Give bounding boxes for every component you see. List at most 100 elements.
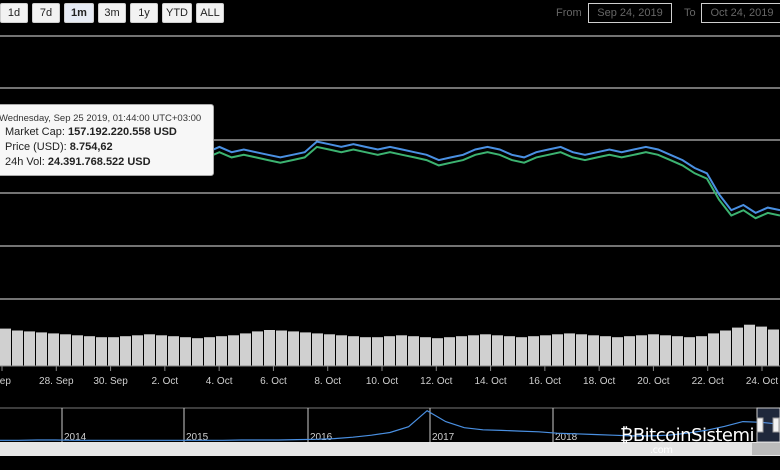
volume-bar-9 xyxy=(108,337,119,366)
volume-bar-11 xyxy=(132,335,143,366)
x-tick-label-14: 24. Oct xyxy=(746,376,778,387)
volume-bar-35 xyxy=(420,337,431,366)
volume-bar-7 xyxy=(84,336,95,366)
volume-bar-34 xyxy=(408,336,419,366)
x-tick-label-3: 2. Oct xyxy=(152,376,179,387)
volume-bar-5 xyxy=(60,334,71,366)
navigator-scroll-thumb xyxy=(752,443,780,455)
volume-bar-23 xyxy=(276,330,287,366)
volume-bar-26 xyxy=(312,333,323,366)
tooltip-volume-value: 24.391.768.522 USD xyxy=(47,156,151,168)
bitcoin-logo-icon: ₿ xyxy=(620,425,633,446)
x-tick-label-5: 6. Oct xyxy=(260,376,287,387)
x-tick-label-1: 28. Sep xyxy=(39,376,74,387)
tooltip-market-cap: Market Cap: 157.192.220.558 USD xyxy=(5,126,177,138)
logo-brand-text: BitcoinSistemi xyxy=(632,425,755,446)
volume-bar-28 xyxy=(336,335,347,366)
tooltip-price-value: 8.754,62 xyxy=(69,141,113,153)
x-tick-label-10: 16. Oct xyxy=(529,376,561,387)
volume-bar-0 xyxy=(0,328,11,366)
volume-bar-10 xyxy=(120,336,131,366)
volume-bar-40 xyxy=(480,334,491,366)
volume-bar-46 xyxy=(552,334,563,366)
volume-bar-60 xyxy=(720,330,731,366)
volume-bar-37 xyxy=(444,337,455,366)
volume-bar-31 xyxy=(372,337,383,366)
volume-bar-52 xyxy=(624,336,635,366)
navigator-handle-left xyxy=(756,417,764,433)
volume-bar-61 xyxy=(732,327,743,366)
from-label: From xyxy=(556,7,582,19)
volume-bar-58 xyxy=(696,336,707,366)
range-3m-button[interactable]: 3m xyxy=(98,3,126,23)
volume-bar-55 xyxy=(660,335,671,366)
volume-bar-29 xyxy=(348,336,359,366)
tooltip-volume-label: 24h Vol: xyxy=(5,156,45,168)
from-date-input[interactable]: Sep 24, 2019 xyxy=(588,3,672,23)
volume-bar-43 xyxy=(516,337,527,366)
volume-bar-62 xyxy=(744,324,755,366)
tooltip-date: Wednesday, Sep 25 2019, 01:44:00 UTC+03:… xyxy=(0,113,202,124)
volume-bar-64 xyxy=(768,329,779,366)
volume-bar-3 xyxy=(36,332,47,366)
volume-bar-4 xyxy=(48,333,59,366)
volume-bar-53 xyxy=(636,335,647,366)
volume-bar-39 xyxy=(468,335,479,366)
volume-bar-17 xyxy=(204,337,215,366)
x-tick-label-8: 12. Oct xyxy=(420,376,452,387)
volume-bar-41 xyxy=(492,335,503,366)
range-selector: 1d 7d 1m 3m 1y YTD ALL From Sep 24, 2019… xyxy=(0,0,780,30)
volume-bar-30 xyxy=(360,337,371,366)
volume-bar-49 xyxy=(588,335,599,366)
x-tick-label-12: 20. Oct xyxy=(637,376,669,387)
volume-bar-22 xyxy=(264,330,275,366)
volume-bar-38 xyxy=(456,336,467,366)
volume-bar-42 xyxy=(504,336,515,366)
volume-bar-50 xyxy=(600,336,611,366)
volume-bar-21 xyxy=(252,331,263,366)
volume-bar-20 xyxy=(240,333,251,366)
volume-bar-47 xyxy=(564,333,575,366)
volume-bar-25 xyxy=(300,332,311,366)
navigator-tick-label-2: 2016 xyxy=(310,432,333,443)
x-tick-label-6: 8. Oct xyxy=(314,376,341,387)
to-date-input[interactable]: Oct 24, 2019 xyxy=(701,3,780,23)
volume-bar-57 xyxy=(684,337,695,366)
tooltip-market-cap-label: Market Cap: xyxy=(5,126,65,138)
range-1y-button[interactable]: 1y xyxy=(130,3,158,23)
range-1m-button[interactable]: 1m xyxy=(64,3,94,23)
tooltip-price: Price (USD): 8.754,62 xyxy=(5,141,113,153)
range-7d-button[interactable]: 7d xyxy=(32,3,60,23)
navigator-tick-label-1: 2015 xyxy=(186,432,209,443)
volume-bar-18 xyxy=(216,336,227,366)
volume-bar-16 xyxy=(192,338,203,366)
to-label: To xyxy=(684,7,696,19)
logo-domain-text: .com xyxy=(650,445,673,456)
range-1d-button[interactable]: 1d xyxy=(0,3,28,23)
range-ytd-button[interactable]: YTD xyxy=(162,3,192,23)
navigator-tick-label-0: 2014 xyxy=(64,432,87,443)
volume-bar-6 xyxy=(72,335,83,366)
volume-bar-54 xyxy=(648,334,659,366)
x-tick-label-11: 18. Oct xyxy=(583,376,615,387)
bitcoinsistemi-logo: ₿BitcoinSistemi .com xyxy=(620,425,755,456)
data-tooltip: Wednesday, Sep 25 2019, 01:44:00 UTC+03:… xyxy=(0,104,214,176)
volume-bar-12 xyxy=(144,334,155,366)
volume-bar-24 xyxy=(288,331,299,366)
volume-bar-19 xyxy=(228,335,239,366)
volume-bar-33 xyxy=(396,335,407,366)
volume-bar-8 xyxy=(96,337,107,366)
volume-bar-15 xyxy=(180,337,191,366)
navigator-scrollbar xyxy=(0,442,780,456)
navigator-tick-label-4: 2018 xyxy=(555,432,578,443)
volume-bar-2 xyxy=(24,331,35,366)
range-all-button[interactable]: ALL xyxy=(196,3,224,23)
volume-bar-36 xyxy=(432,338,443,366)
volume-bar-27 xyxy=(324,334,335,366)
x-tick-label-4: 4. Oct xyxy=(206,376,233,387)
x-tick-label-0: Sep xyxy=(0,376,11,387)
volume-bar-13 xyxy=(156,335,167,366)
volume-bar-45 xyxy=(540,335,551,366)
volume-bar-32 xyxy=(384,336,395,366)
